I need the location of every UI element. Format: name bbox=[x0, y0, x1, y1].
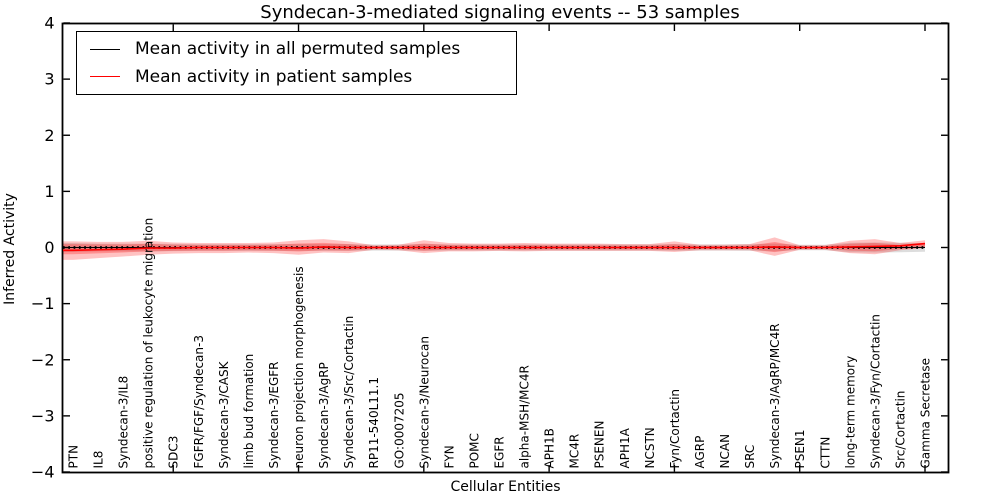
entity-label: EGFR bbox=[493, 436, 507, 468]
entity-label: APH1A bbox=[618, 427, 632, 468]
entity-label: Src/Cortactin bbox=[893, 391, 907, 469]
entity-label: NCSTN bbox=[643, 427, 657, 468]
y-tick-label: −3 bbox=[31, 406, 55, 425]
y-tick-label: −2 bbox=[31, 350, 55, 369]
entity-label: PTN bbox=[67, 445, 81, 469]
entity-label: Syndecan-3/AgRP bbox=[317, 362, 331, 468]
permuted-line-swatch bbox=[90, 48, 120, 50]
y-tick-label: 3 bbox=[44, 70, 54, 89]
entity-label: Syndecan-3/AgRP/MC4R bbox=[768, 323, 782, 468]
entity-label: Syndecan-3/CASK bbox=[217, 360, 231, 468]
entity-label: AGRP bbox=[693, 436, 707, 469]
y-tick-label: −1 bbox=[31, 294, 55, 313]
y-axis-ticks: 4 3 2 1 0 −1 −2 −3 −4 bbox=[31, 14, 948, 482]
legend-label: Mean activity in all permuted samples bbox=[135, 39, 461, 60]
entity-label: APH1B bbox=[543, 428, 557, 468]
y-tick-label: 0 bbox=[44, 238, 54, 257]
entity-label: neuron projection morphogenesis bbox=[292, 266, 306, 468]
y-tick-label: 1 bbox=[44, 182, 54, 201]
y-tick-label: −4 bbox=[31, 463, 55, 482]
y-tick-label: 4 bbox=[44, 14, 54, 33]
entity-label: SRC bbox=[743, 445, 757, 469]
entity-label: MC4R bbox=[568, 434, 582, 469]
entity-label: Fyn/Cortactin bbox=[668, 389, 682, 469]
axes-frame bbox=[61, 22, 950, 474]
entity-label: Gamma Secretase bbox=[919, 358, 933, 469]
legend: Mean activity in all permuted samples Me… bbox=[76, 31, 517, 95]
entity-label: positive regulation of leukocyte migrati… bbox=[142, 218, 156, 469]
y-axis-label: Inferred Activity bbox=[2, 193, 18, 305]
entity-label: PSEN1 bbox=[793, 429, 807, 468]
legend-entry-permuted: Mean activity in all permuted samples bbox=[77, 39, 516, 59]
entity-label: IL8 bbox=[92, 451, 106, 469]
entity-label: Syndecan-3/Neurocan bbox=[417, 336, 431, 468]
entity-label: long-term memory bbox=[843, 356, 857, 469]
entity-label: limb bud formation bbox=[242, 354, 256, 469]
entity-label: GO:0007205 bbox=[392, 392, 406, 468]
legend-entry-patient: Mean activity in patient samples bbox=[77, 67, 516, 87]
entity-label: CTTN bbox=[818, 437, 832, 469]
entity-label: POMC bbox=[467, 433, 481, 468]
entity-label: alpha-MSH/MC4R bbox=[518, 365, 532, 468]
patient-line-swatch bbox=[90, 76, 120, 78]
entity-label: FGFR/FGF/Syndecan-3 bbox=[192, 335, 206, 468]
entity-label: NCAN bbox=[718, 434, 732, 469]
legend-label: Mean activity in patient samples bbox=[135, 66, 413, 87]
entity-label: Syndecan-3/EGFR bbox=[267, 361, 281, 468]
mean-patient-line bbox=[63, 242, 926, 252]
entity-label: FYN bbox=[442, 445, 456, 468]
entity-label: Syndecan-3/Src/Cortactin bbox=[342, 316, 356, 469]
chart-title: Syndecan-3-mediated signaling events -- … bbox=[260, 2, 740, 23]
entity-label: Syndecan-3/IL8 bbox=[117, 376, 131, 469]
y-tick-label: 2 bbox=[44, 126, 54, 145]
entity-label: Syndecan-3/Fyn/Cortactin bbox=[868, 314, 882, 468]
entity-label: SDC3 bbox=[167, 436, 181, 469]
x-tick-labels: PTN IL8 Syndecan-3/IL8 positive regulation … bbox=[67, 218, 933, 469]
entity-label: PSENEN bbox=[593, 421, 607, 469]
x-axis-ticks bbox=[172, 24, 926, 472]
x-axis-label: Cellular Entities bbox=[450, 479, 561, 495]
entity-label: RP11-540L11.1 bbox=[367, 377, 381, 468]
